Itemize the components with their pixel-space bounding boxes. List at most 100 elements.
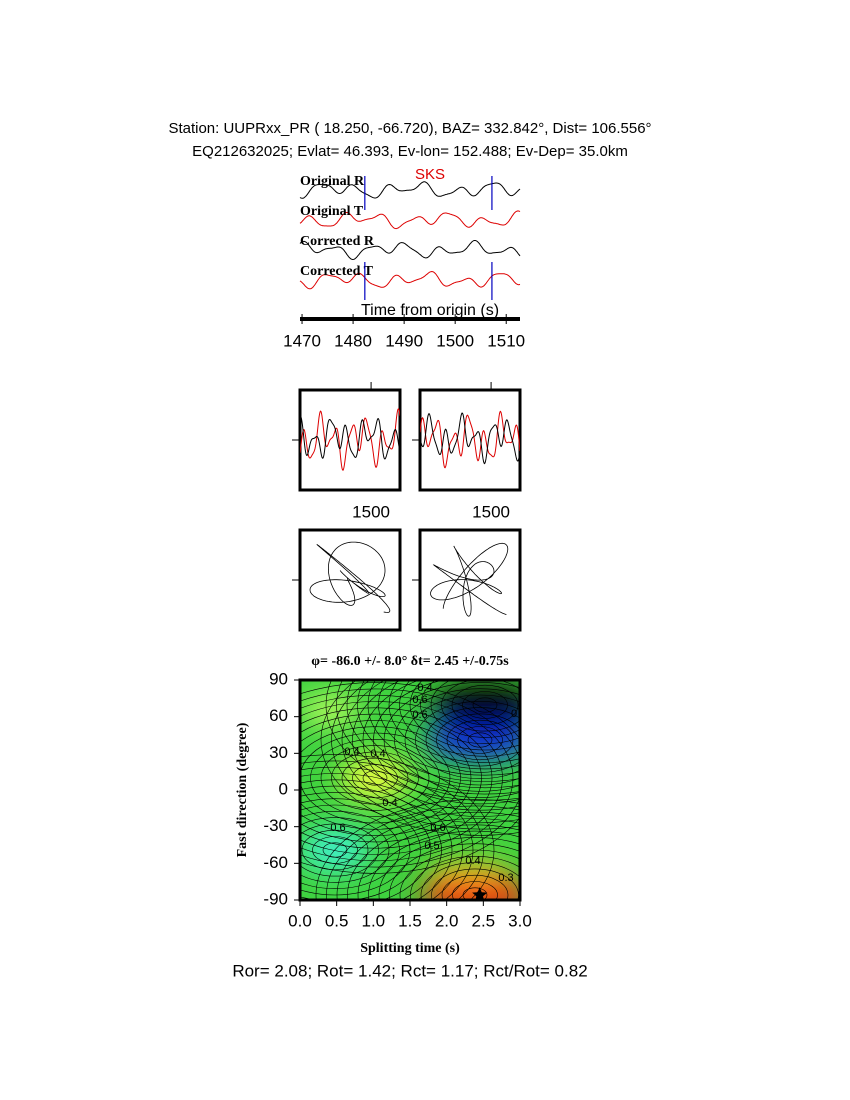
x-axis-label: Splitting time (s) [360, 941, 460, 956]
contour [388, 680, 520, 763]
contour [441, 874, 509, 900]
contour-label: 0.5 [424, 840, 439, 852]
contour [378, 680, 520, 770]
contour [346, 680, 520, 789]
waveform [420, 410, 520, 469]
header-line: EQ212632025; Evlat= 46.393, Ev-lon= 152.… [192, 143, 628, 160]
contour [415, 701, 520, 779]
contour [420, 680, 520, 744]
contour [430, 680, 520, 738]
contour [300, 817, 390, 883]
trajectory [309, 541, 391, 613]
y-tick-label: -30 [263, 816, 288, 835]
particle-motion [430, 542, 509, 617]
misfit-surface [300, 680, 520, 900]
x-tick-label: 1480 [334, 331, 372, 350]
x-tick-label: 1500 [436, 331, 474, 350]
x-tick-label: 1510 [487, 331, 525, 350]
contour-label: 0.4 [417, 682, 432, 694]
x-tick-label: 1.5 [398, 911, 422, 930]
contour [326, 805, 520, 900]
contour [399, 849, 520, 900]
trace-label: Corrected R [300, 234, 375, 249]
x-tick-label: 1500 [472, 502, 510, 521]
waveform [299, 270, 521, 290]
contour [300, 754, 495, 900]
contour [300, 823, 379, 877]
contour-label: 0.6 [412, 694, 427, 706]
x-tick-label: 2.5 [472, 911, 496, 930]
contour [352, 680, 520, 817]
contour [325, 680, 520, 801]
contour [383, 682, 520, 798]
contour [452, 881, 498, 900]
contour [389, 843, 520, 900]
contour [300, 804, 411, 896]
waveform [299, 240, 521, 261]
contour [320, 680, 520, 836]
contour [300, 720, 472, 836]
contour [410, 856, 520, 900]
x-tick-label: 1.0 [362, 911, 386, 930]
contour-label: 0.4 [382, 797, 397, 809]
grid-title: φ= -86.0 +/- 8.0° δt= 2.45 +/-0.75s [311, 654, 509, 669]
y-tick-label: 90 [269, 669, 288, 688]
panel [420, 410, 520, 469]
contour [300, 785, 442, 900]
contour [378, 837, 520, 900]
contour [331, 680, 520, 830]
y-tick-label: 0 [279, 779, 288, 798]
footer: Ror= 2.08; Rot= 1.42; Rct= 1.17; Rct/Rot… [232, 961, 587, 980]
x-tick-label: 0.0 [288, 911, 312, 930]
contour [367, 680, 520, 776]
contour-label: 0 [511, 708, 517, 720]
contour [315, 799, 520, 900]
contour [409, 680, 520, 751]
contour [300, 798, 421, 900]
panel [300, 408, 400, 471]
contour [300, 713, 482, 843]
contour [352, 764, 398, 792]
x-tick-label: 1470 [283, 331, 321, 350]
contour [331, 751, 419, 805]
waveform [300, 408, 400, 471]
x-tick-label: 2.0 [435, 911, 459, 930]
waveform [420, 412, 520, 465]
contour-label: 0.6 [430, 822, 445, 834]
contour-label: 0.4 [370, 748, 385, 760]
x-tick-label: 1500 [352, 502, 390, 521]
header-line: Station: UUPRxx_PR ( 18.250, -66.720), B… [168, 120, 651, 137]
x-tick-label: 3.0 [508, 911, 532, 930]
contour-label: 0.6 [330, 822, 345, 834]
best-fit-star [472, 887, 488, 902]
contour [300, 792, 432, 900]
contour [357, 824, 520, 900]
contour [300, 701, 503, 855]
y-tick-label: -90 [263, 889, 288, 908]
contour [368, 830, 520, 900]
contour [336, 680, 520, 795]
trace-label: Corrected T [300, 264, 374, 279]
contour [347, 818, 520, 900]
contour [312, 836, 358, 864]
contour [420, 862, 520, 900]
contour [300, 773, 463, 900]
contour [373, 680, 520, 805]
contour [357, 680, 520, 782]
contour [462, 887, 488, 900]
contour-label: 0.6 [412, 709, 427, 721]
contour [394, 688, 520, 792]
contour [300, 779, 453, 900]
phase-label: SKS [415, 166, 445, 183]
contour [436, 713, 520, 767]
contour-label: 0.3 [498, 872, 513, 884]
x-tick-label: 0.5 [325, 911, 349, 930]
trace-label: Original R [300, 174, 365, 189]
contour [399, 680, 520, 757]
trajectory [430, 542, 509, 617]
trace-label: Original T [300, 204, 364, 219]
contour [451, 684, 519, 726]
x-axis-label: Time from origin (s) [361, 302, 499, 319]
waveform [300, 415, 400, 460]
